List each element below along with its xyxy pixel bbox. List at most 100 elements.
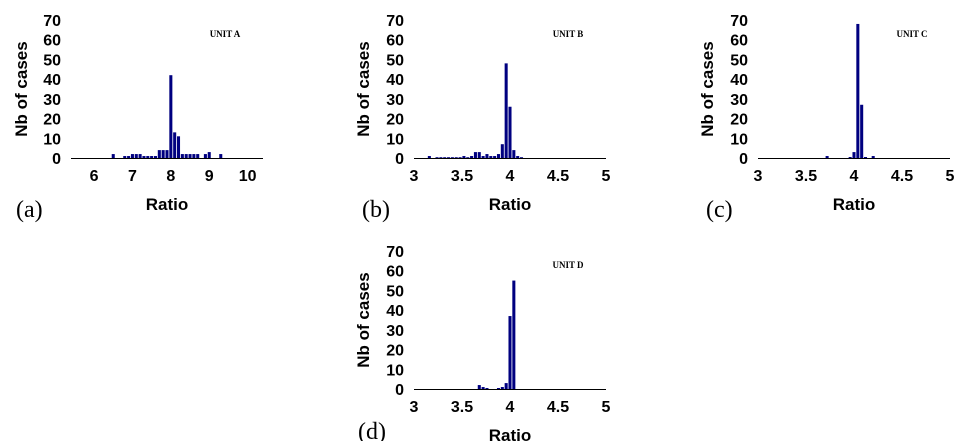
y-tick-label: 50	[386, 283, 404, 300]
bar	[173, 132, 177, 158]
x-tick-label: 4.5	[547, 168, 569, 185]
y-tick-label: 50	[730, 52, 748, 69]
bar	[138, 154, 142, 158]
bar	[508, 106, 512, 158]
bar	[161, 150, 165, 158]
bar	[219, 154, 223, 158]
bar	[508, 316, 512, 389]
bar	[157, 150, 161, 158]
unit-label: UNIT B	[553, 29, 584, 39]
bar	[146, 156, 150, 158]
bar	[481, 156, 485, 158]
x-tick-label: 9	[205, 168, 214, 185]
bar	[130, 154, 134, 158]
bar	[134, 154, 138, 158]
y-tick-label: 70	[386, 244, 404, 261]
y-tick-label: 60	[43, 33, 61, 50]
bar	[196, 154, 200, 158]
bar	[165, 150, 169, 158]
x-tick-label: 3.5	[795, 168, 817, 185]
panel-letter: (d)	[358, 419, 386, 441]
bar	[504, 63, 508, 159]
bar	[860, 104, 864, 158]
y-tick-label: 50	[43, 52, 61, 69]
x-tick-label: 6	[90, 168, 99, 185]
panel-letter: (b)	[362, 197, 390, 223]
bar	[184, 154, 188, 158]
y-axis-title: Nb of cases	[354, 41, 373, 136]
x-tick-label: 7	[128, 168, 137, 185]
y-tick-label: 40	[730, 72, 748, 89]
bar	[439, 157, 443, 158]
bar	[142, 156, 146, 158]
bar	[150, 156, 154, 158]
bar	[192, 154, 196, 158]
bar	[856, 23, 860, 158]
bar	[203, 154, 207, 158]
unit-label: UNIT D	[552, 260, 584, 270]
x-tick-label: 3.5	[451, 399, 473, 416]
bar	[123, 156, 127, 158]
bar	[512, 150, 516, 158]
bar	[470, 156, 474, 158]
bar	[864, 157, 868, 158]
x-tick-label: 3	[754, 168, 763, 185]
bar	[477, 385, 481, 389]
bar	[512, 280, 516, 389]
bar	[127, 156, 131, 158]
x-tick-label: 4.5	[547, 399, 569, 416]
y-tick-label: 30	[386, 323, 404, 340]
bar	[489, 156, 493, 158]
y-tick-label: 60	[730, 33, 748, 50]
panel-letter: (a)	[16, 197, 43, 223]
x-tick-label: 3.5	[451, 168, 473, 185]
bar	[454, 157, 458, 158]
y-tick-label: 10	[386, 131, 404, 148]
y-tick-label: 20	[386, 343, 404, 360]
bar	[500, 144, 504, 158]
y-axis-title: Nb of cases	[698, 41, 717, 136]
y-tick-label: 10	[730, 131, 748, 148]
x-tick-label: 4.5	[891, 168, 913, 185]
x-axis-title: Ratio	[146, 195, 189, 214]
bar	[825, 156, 829, 158]
y-tick-label: 40	[43, 72, 61, 89]
bar	[153, 156, 157, 158]
bar	[462, 156, 466, 158]
bar	[496, 154, 500, 158]
bar	[458, 157, 462, 158]
x-tick-label: 3	[410, 168, 419, 185]
y-tick-label: 10	[43, 131, 61, 148]
x-axis-title: Ratio	[489, 426, 532, 441]
bar	[871, 156, 875, 158]
x-tick-label: 10	[239, 168, 257, 185]
y-tick-label: 60	[386, 33, 404, 50]
histogram-panel-a: 0 10 20 30 40 50 60 70 6 7 8 9 10 Ratio Nb of cases UNI…	[12, 13, 263, 223]
bar	[188, 154, 192, 158]
x-tick-label: 5	[946, 168, 955, 185]
y-tick-label: 20	[43, 112, 61, 129]
bar	[466, 157, 470, 158]
y-tick-label: 70	[43, 13, 61, 30]
bar	[496, 388, 500, 389]
bar	[473, 152, 477, 158]
y-tick-label: 70	[386, 13, 404, 30]
bar	[493, 156, 497, 158]
bar	[169, 75, 173, 158]
y-tick-label: 0	[395, 151, 404, 168]
y-tick-label: 20	[730, 112, 748, 129]
y-tick-label: 0	[395, 382, 404, 399]
bar	[500, 387, 504, 389]
y-tick-label: 30	[730, 92, 748, 109]
bar	[485, 388, 489, 389]
x-axis-title: Ratio	[833, 195, 876, 214]
bar	[477, 152, 481, 158]
x-tick-label: 3	[410, 399, 419, 416]
bar	[485, 154, 489, 158]
bar	[848, 157, 852, 158]
x-tick-label: 5	[602, 168, 611, 185]
y-tick-label: 0	[52, 151, 61, 168]
y-tick-label: 40	[386, 303, 404, 320]
histogram-panel-d: 0 10 20 30 40 50 60 70 3 3.5 4 4.5 5 Ratio Nb of cases…	[354, 244, 611, 441]
